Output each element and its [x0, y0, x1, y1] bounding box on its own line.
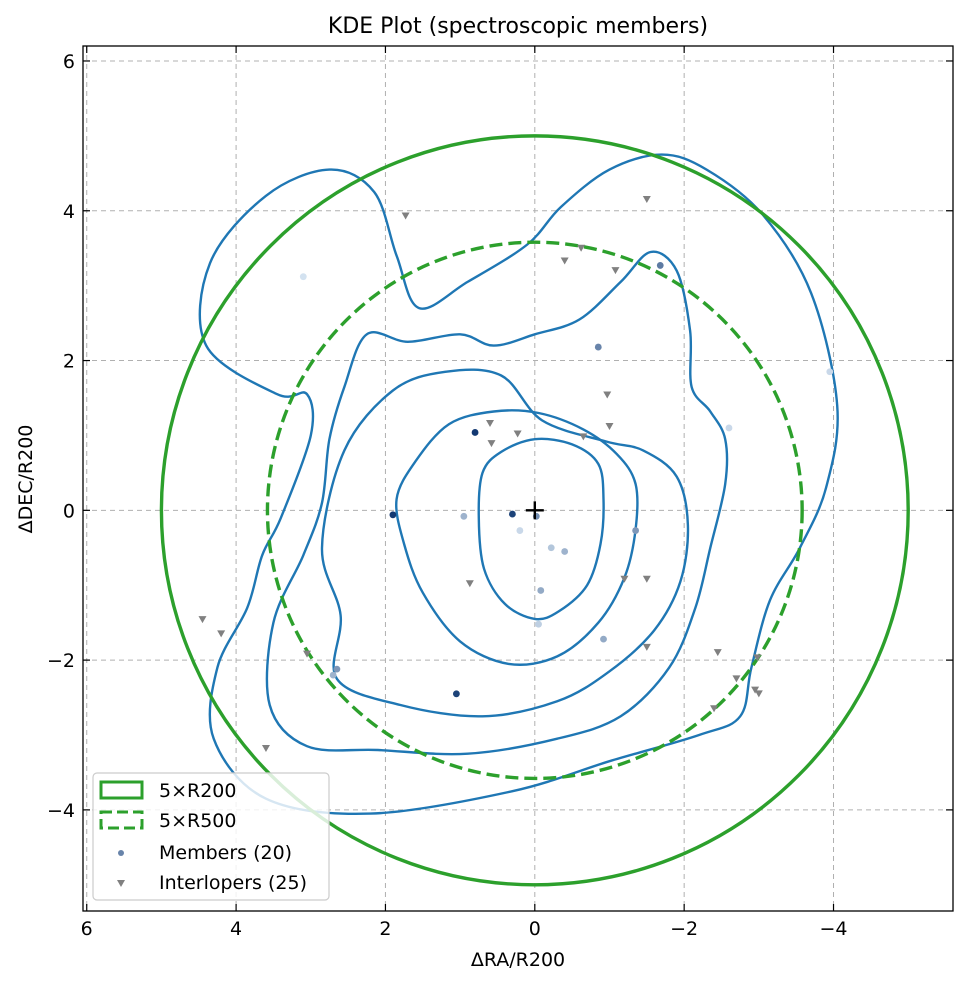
member-point [471, 429, 479, 436]
legend-label-interlopers: Interlopers (25) [159, 872, 307, 894]
member-point [594, 343, 602, 351]
legend-marker-interlopers [117, 880, 125, 887]
interloper-point [642, 196, 651, 204]
interloper-point [710, 705, 719, 713]
x-tick-label: 0 [529, 918, 541, 940]
member-point [460, 512, 468, 520]
member-point [389, 511, 397, 519]
kde-contour-4 [265, 250, 729, 756]
circle-5r500 [265, 240, 804, 781]
legend-frame [92, 772, 330, 901]
x-tick-label: 6 [81, 918, 93, 940]
interloper-point [753, 654, 762, 662]
legend-label-members: Members (20) [159, 842, 292, 864]
interloper-point [560, 257, 569, 265]
legend-swatch-5r500 [99, 810, 144, 830]
circle-5r200 [159, 134, 910, 887]
interloper-point [732, 675, 741, 683]
interloper-point [303, 650, 312, 658]
y-tick-label: 4 [63, 201, 75, 223]
y-tick-label: 0 [63, 500, 75, 522]
interloper-point [713, 649, 722, 657]
y-tick-label: −4 [47, 800, 75, 822]
member-point [656, 262, 664, 269]
interloper-point [485, 419, 494, 427]
member-point [299, 273, 307, 281]
legend-label-5r500: 5×R500 [159, 810, 236, 832]
member-point [561, 548, 569, 555]
member-point [508, 510, 516, 518]
interloper-point [487, 440, 496, 448]
member-point [333, 665, 341, 673]
x-axis-label: ΔRA/R200 [471, 949, 565, 971]
member-point [725, 424, 733, 432]
interloper-point [198, 616, 207, 624]
x-tick-label: 2 [379, 918, 391, 940]
y-tick-label: 2 [63, 351, 75, 373]
x-tick-label: −2 [670, 918, 698, 940]
member-point [632, 527, 640, 534]
y-axis-label: ΔDEC/R200 [15, 425, 37, 534]
member-point [547, 544, 555, 552]
axes: 6 4 2 0 −2 −4 6 4 2 0 −2 −4 [47, 45, 954, 940]
member-point [329, 671, 337, 679]
kde-contour-3 [320, 368, 690, 718]
kde-contour-1 [477, 437, 605, 621]
x-tick-label: −4 [820, 918, 848, 940]
radius-circles [159, 134, 910, 887]
interloper-point [642, 575, 651, 583]
member-point [826, 368, 834, 376]
member-point [535, 620, 542, 628]
interloper-point [513, 430, 522, 438]
interloper-point [217, 630, 226, 638]
x-tick-label: 4 [230, 918, 242, 940]
y-tick-label: −2 [47, 650, 75, 672]
interloper-point [642, 643, 651, 651]
kde-contours [198, 153, 839, 816]
interloper-point [401, 212, 410, 220]
member-point [452, 690, 460, 698]
interloper-point [261, 744, 270, 752]
legend-swatch-5r200 [99, 780, 144, 800]
plot-frame [82, 45, 954, 912]
interloper-point [754, 690, 763, 698]
member-point [537, 587, 545, 594]
kde-contour-5 [198, 153, 839, 816]
interloper-point [577, 244, 586, 252]
legend-marker-members [118, 850, 124, 856]
legend-label-5r200: 5×R200 [159, 780, 236, 802]
interloper-point [751, 686, 760, 694]
y-tick-label: 6 [63, 51, 75, 73]
member-point [600, 635, 607, 643]
legend: 5×R200 5×R500 Members (20) Interlopers (… [92, 772, 330, 901]
member-point [516, 527, 524, 534]
chart-title: KDE Plot (spectroscopic members) [328, 14, 708, 39]
interloper-point [579, 433, 588, 441]
interloper-point [465, 580, 474, 588]
interloper-point [611, 267, 620, 275]
data-points [198, 196, 834, 752]
interloper-point [605, 422, 614, 430]
interloper-point [603, 391, 612, 399]
interloper-point [620, 575, 629, 583]
